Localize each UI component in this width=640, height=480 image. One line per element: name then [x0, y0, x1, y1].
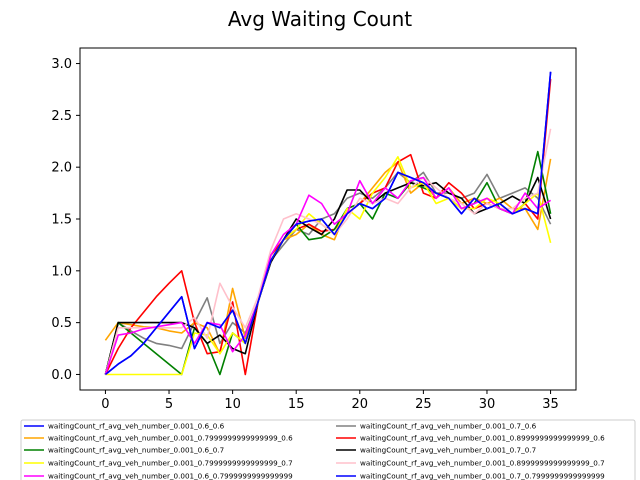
x-tick-label: 15 [288, 397, 305, 412]
x-tick-label: 35 [542, 397, 559, 412]
series-line-8 [104, 128, 552, 375]
x-tick-label: 25 [415, 397, 432, 412]
y-tick-label: 0.5 [51, 316, 72, 331]
x-tick-label: 10 [224, 397, 241, 412]
legend-label-5: waitingCount_rf_avg_veh_number_0.001_0.6… [48, 446, 224, 455]
legend-label-9: waitingCount_rf_avg_veh_number_0.001_0.6… [48, 472, 293, 480]
legend: waitingCount_rf_avg_veh_number_0.001_0.6… [20, 419, 636, 480]
y-tick-label: 1.0 [51, 264, 72, 279]
series-line-9 [104, 176, 552, 375]
legend-label-3: waitingCount_rf_avg_veh_number_0.001_0.7… [48, 434, 293, 443]
y-tick-label: 1.5 [51, 213, 72, 228]
y-tick-label: 3.0 [51, 57, 72, 72]
y-tick-label: 0.0 [51, 368, 72, 383]
series-line-10 [104, 71, 552, 376]
legend-label-2: waitingCount_rf_avg_veh_number_0.001_0.7… [360, 422, 537, 431]
legend-entries: waitingCount_rf_avg_veh_number_0.001_0.6… [24, 422, 605, 480]
legend-label-4: waitingCount_rf_avg_veh_number_0.001_0.8… [360, 434, 605, 443]
plot-area [80, 48, 576, 390]
series-layer [104, 71, 552, 376]
x-tick-label: 30 [479, 397, 496, 412]
legend-label-8: waitingCount_rf_avg_veh_number_0.001_0.8… [360, 459, 605, 468]
legend-label-7: waitingCount_rf_avg_veh_number_0.001_0.7… [48, 459, 293, 468]
y-tick-label: 2.0 [51, 161, 72, 176]
legend-frame [20, 419, 636, 480]
x-axis: 0 5 10 15 20 25 30 35 [101, 390, 559, 412]
chart-title: Avg Waiting Count [228, 7, 412, 31]
x-tick-label: 0 [101, 397, 109, 412]
series-line-2 [104, 171, 552, 375]
legend-label-6: waitingCount_rf_avg_veh_number_0.001_0.7… [360, 446, 536, 455]
y-tick-label: 2.5 [51, 109, 72, 124]
legend-label-1: waitingCount_rf_avg_veh_number_0.001_0.6… [48, 422, 225, 431]
legend-label-10: waitingCount_rf_avg_veh_number_0.001_0.7… [360, 472, 605, 480]
x-tick-label: 20 [352, 397, 369, 412]
y-axis: 0.0 0.5 1.0 1.5 2.0 2.5 3.0 [51, 57, 80, 383]
x-tick-label: 5 [165, 397, 173, 412]
